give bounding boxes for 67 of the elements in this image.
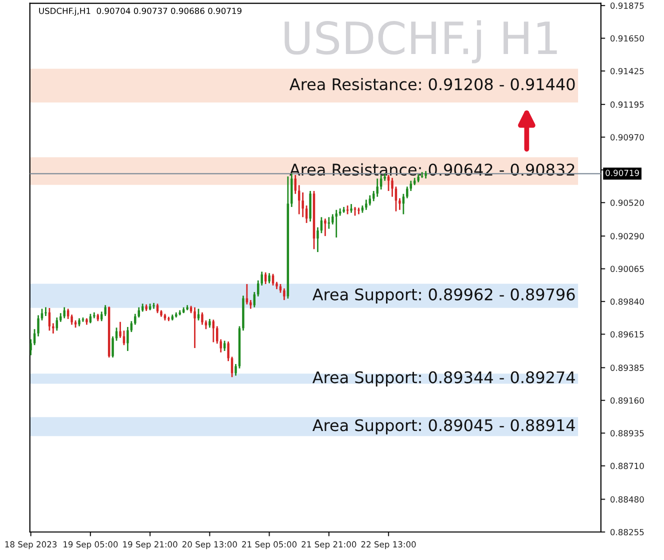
candlestick <box>30 338 32 356</box>
x-tick-label: 22 Sep 13:00 <box>361 541 416 550</box>
band-label: Area Resistance: 0.90642 - 0.90832 <box>290 163 574 176</box>
candlestick <box>391 177 394 198</box>
candlestick <box>223 340 226 352</box>
y-tick-label: 0.90520 <box>610 200 644 206</box>
candlestick <box>358 206 360 215</box>
candlestick <box>119 321 122 339</box>
x-tick-label: 20 Sep 13:00 <box>182 541 237 550</box>
candlestick <box>230 356 234 378</box>
candlestick <box>152 302 155 310</box>
candlestick <box>365 198 368 211</box>
y-tick-label: 0.88710 <box>610 462 644 470</box>
ref-line-label: 0.90719 <box>606 170 639 176</box>
y-tick-label: 0.90065 <box>610 266 644 272</box>
y-tick-label: 0.88935 <box>610 430 644 436</box>
candlestick <box>402 193 405 215</box>
y-tick-label: 0.89840 <box>610 298 644 305</box>
candlestick <box>376 178 378 198</box>
y-tick-label: 0.89615 <box>610 331 644 338</box>
candlestick <box>368 194 372 206</box>
candlestick <box>63 306 66 319</box>
candlestick <box>283 288 286 301</box>
candlestick <box>201 312 204 326</box>
candlestick <box>335 209 338 238</box>
candlestick <box>253 291 256 308</box>
y-tick-label: 0.88480 <box>610 496 644 503</box>
candlestick <box>104 304 106 317</box>
candlestick <box>324 218 326 237</box>
candlestick <box>48 307 51 332</box>
candlestick <box>66 308 70 320</box>
y-tick-label: 0.90970 <box>610 134 644 140</box>
y-tick-label: 0.91650 <box>610 35 644 42</box>
candlestick <box>264 272 267 285</box>
y-tick-label: 0.91425 <box>610 68 644 74</box>
candlestick <box>44 306 47 317</box>
x-tick-label: 18 Sep 2023 <box>5 541 57 550</box>
x-tick-label: 21 Sep 05:00 <box>242 541 297 550</box>
candlestick <box>212 318 215 343</box>
candlestick <box>234 363 237 376</box>
band-label: Area Resistance: 0.91208 - 0.91440 <box>290 78 575 90</box>
band-label: Area Support: 0.89045 - 0.88914 <box>312 419 575 434</box>
y-tick-label: 0.90290 <box>610 233 644 240</box>
candlestick <box>89 313 92 324</box>
chart-title: USDCHF.j,H1 0.90704 0.90737 0.90686 0.90719 <box>39 8 242 16</box>
candlestick <box>37 314 40 338</box>
y-tick-label: 0.89160 <box>610 397 644 404</box>
candlestick <box>194 306 196 349</box>
candlestick <box>268 272 270 284</box>
x-tick-label: 19 Sep 05:00 <box>64 541 118 550</box>
y-tick-label: 0.89385 <box>610 364 644 371</box>
y-tick-label: 0.91875 <box>610 2 644 9</box>
candlestick <box>112 336 114 358</box>
candlestick <box>387 174 390 192</box>
band-label: Area Support: 0.89344 - 0.89274 <box>312 371 575 386</box>
candlestick <box>227 340 230 362</box>
y-tick-label: 0.88255 <box>610 528 644 536</box>
y-tick-label: 0.91195 <box>610 101 644 108</box>
candlestick <box>316 226 319 253</box>
band-label: Area Support: 0.89962 - 0.89796 <box>312 288 575 304</box>
candlestick <box>298 184 300 215</box>
candlestick <box>115 326 118 342</box>
candlestick <box>394 186 398 212</box>
candlestick <box>398 198 401 211</box>
candlestick <box>52 322 54 334</box>
x-tick-label: 19 Sep 21:00 <box>123 541 178 550</box>
x-tick-label: 21 Sep 21:00 <box>302 541 356 550</box>
